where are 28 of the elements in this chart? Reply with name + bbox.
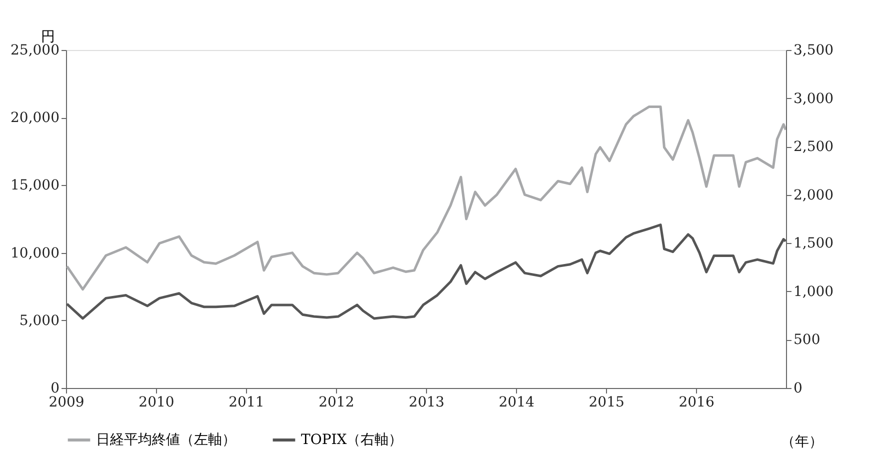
y2-tick-label: 1,000	[794, 284, 834, 300]
x-tick-label: 2015	[588, 394, 624, 410]
x-tick-label: 2013	[408, 394, 444, 410]
y-tick-label: 10,000	[10, 245, 60, 262]
y2-tick-label: 1,500	[794, 236, 834, 252]
y-tick-label: 20,000	[10, 110, 60, 126]
line-series	[66, 224, 786, 320]
y2-tick-label: 3,000	[794, 90, 834, 107]
x-tick-label: 2014	[498, 394, 534, 410]
y-tick-label: 0	[50, 380, 60, 396]
x-tick-label: 2011	[228, 394, 264, 410]
legend-label: TOPIX（右軸）	[301, 432, 403, 448]
y2-tick-label: 3,500	[794, 42, 834, 58]
y-axis-title: 円	[41, 29, 55, 45]
y-tick-label: 25,000	[10, 42, 60, 58]
y-tick-label: 5,000	[19, 312, 60, 329]
x-tick-label: 2010	[138, 394, 174, 410]
line-series	[66, 106, 786, 291]
y2-tick-label: 500	[794, 332, 820, 348]
x-tick-label: 2012	[318, 394, 354, 410]
y2-tick-label: 0	[794, 380, 802, 396]
x-axis-title: （年）	[781, 434, 823, 449]
y2-tick-label: 2,500	[794, 139, 834, 156]
x-tick-label: 2016	[678, 394, 714, 410]
legend-label: 日経平均終値（左軸）	[96, 432, 236, 448]
y-tick-label: 15,000	[10, 178, 60, 194]
y2-tick-label: 2,000	[794, 187, 834, 204]
x-tick-label: 2009	[48, 394, 84, 410]
